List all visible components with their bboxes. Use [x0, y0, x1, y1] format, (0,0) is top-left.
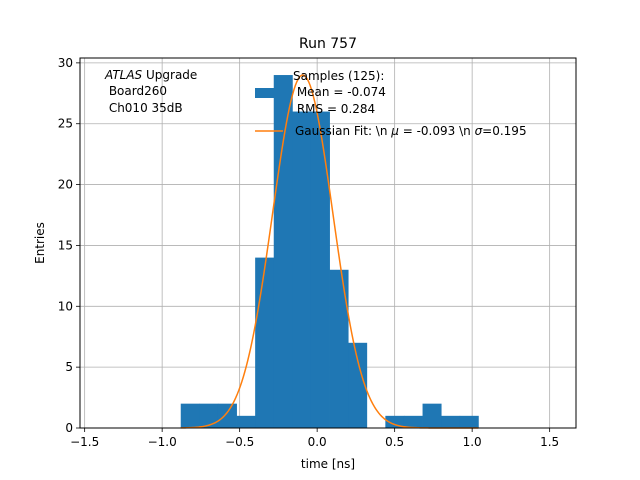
legend-fit-sigma: σ	[475, 124, 483, 138]
annotation-line-3: Ch010 35dB	[105, 101, 183, 115]
histogram-bar	[310, 111, 330, 428]
legend: Samples (125): Mean = -0.074 RMS = 0.284…	[255, 69, 527, 138]
histogram-bar	[422, 403, 442, 428]
y-tick-label: 20	[58, 178, 73, 192]
y-tick-label: 5	[65, 360, 73, 374]
legend-histogram-swatch	[255, 88, 283, 98]
annotation-upgrade: Upgrade	[142, 68, 197, 82]
annotation-line-1: ATLAS Upgrade	[104, 68, 197, 82]
histogram-bar	[217, 403, 237, 428]
y-tick-label: 15	[58, 238, 73, 252]
x-tick-label: −1.0	[148, 435, 177, 449]
histogram-bar	[348, 342, 368, 428]
legend-fit-part-1: Gaussian Fit: \n	[295, 124, 391, 138]
y-tick-label: 30	[58, 56, 73, 70]
x-axis-label: time [ns]	[301, 457, 355, 471]
histogram-bar	[180, 403, 200, 428]
y-axis-label: Entries	[33, 222, 47, 264]
axes-frame	[79, 57, 577, 429]
atlas-annotation: ATLAS Upgrade Board260 Ch010 35dB	[104, 68, 197, 115]
y-axis-ticks: 0 5 10 15 20 25 30	[58, 56, 80, 435]
legend-histogram-line-2: Mean = -0.074	[293, 85, 386, 99]
x-axis-ticks: −1.5 −1.0 −0.5 0.0 0.5 1.0 1.5	[70, 428, 559, 449]
histogram-bar	[441, 415, 461, 428]
legend-histogram-line-1: Samples (125):	[293, 69, 384, 83]
histogram-bar	[236, 415, 256, 428]
histogram-bar	[199, 403, 219, 428]
y-tick-label: 0	[65, 421, 73, 435]
histogram-bar	[329, 269, 349, 428]
histogram-bar	[385, 415, 405, 428]
histogram-bar	[273, 75, 293, 428]
annotation-line-2: Board260	[105, 84, 167, 98]
x-tick-label: 0.0	[308, 435, 327, 449]
histogram-bar	[292, 111, 312, 428]
chart-title: Run 757	[299, 36, 357, 52]
x-tick-label: 1.5	[540, 435, 559, 449]
legend-fit-label: Gaussian Fit: \n μ = -0.093 \n σ=0.195	[295, 124, 527, 138]
histogram-bar	[255, 257, 275, 428]
annotation-atlas: ATLAS	[104, 68, 143, 82]
y-tick-label: 10	[58, 299, 73, 313]
y-tick-label: 25	[58, 117, 73, 131]
x-tick-label: −0.5	[225, 435, 254, 449]
x-tick-label: −1.5	[70, 435, 99, 449]
histogram-bars	[180, 75, 479, 428]
histogram-bar	[459, 415, 479, 428]
x-tick-label: 0.5	[385, 435, 404, 449]
x-tick-label: 1.0	[463, 435, 482, 449]
legend-fit-part-5: =0.195	[482, 124, 526, 138]
legend-histogram-line-3: RMS = 0.284	[293, 102, 375, 116]
legend-fit-part-3: = -0.093 \n	[399, 124, 475, 138]
legend-fit-mu: μ	[390, 124, 399, 138]
histogram-bar	[403, 415, 423, 428]
